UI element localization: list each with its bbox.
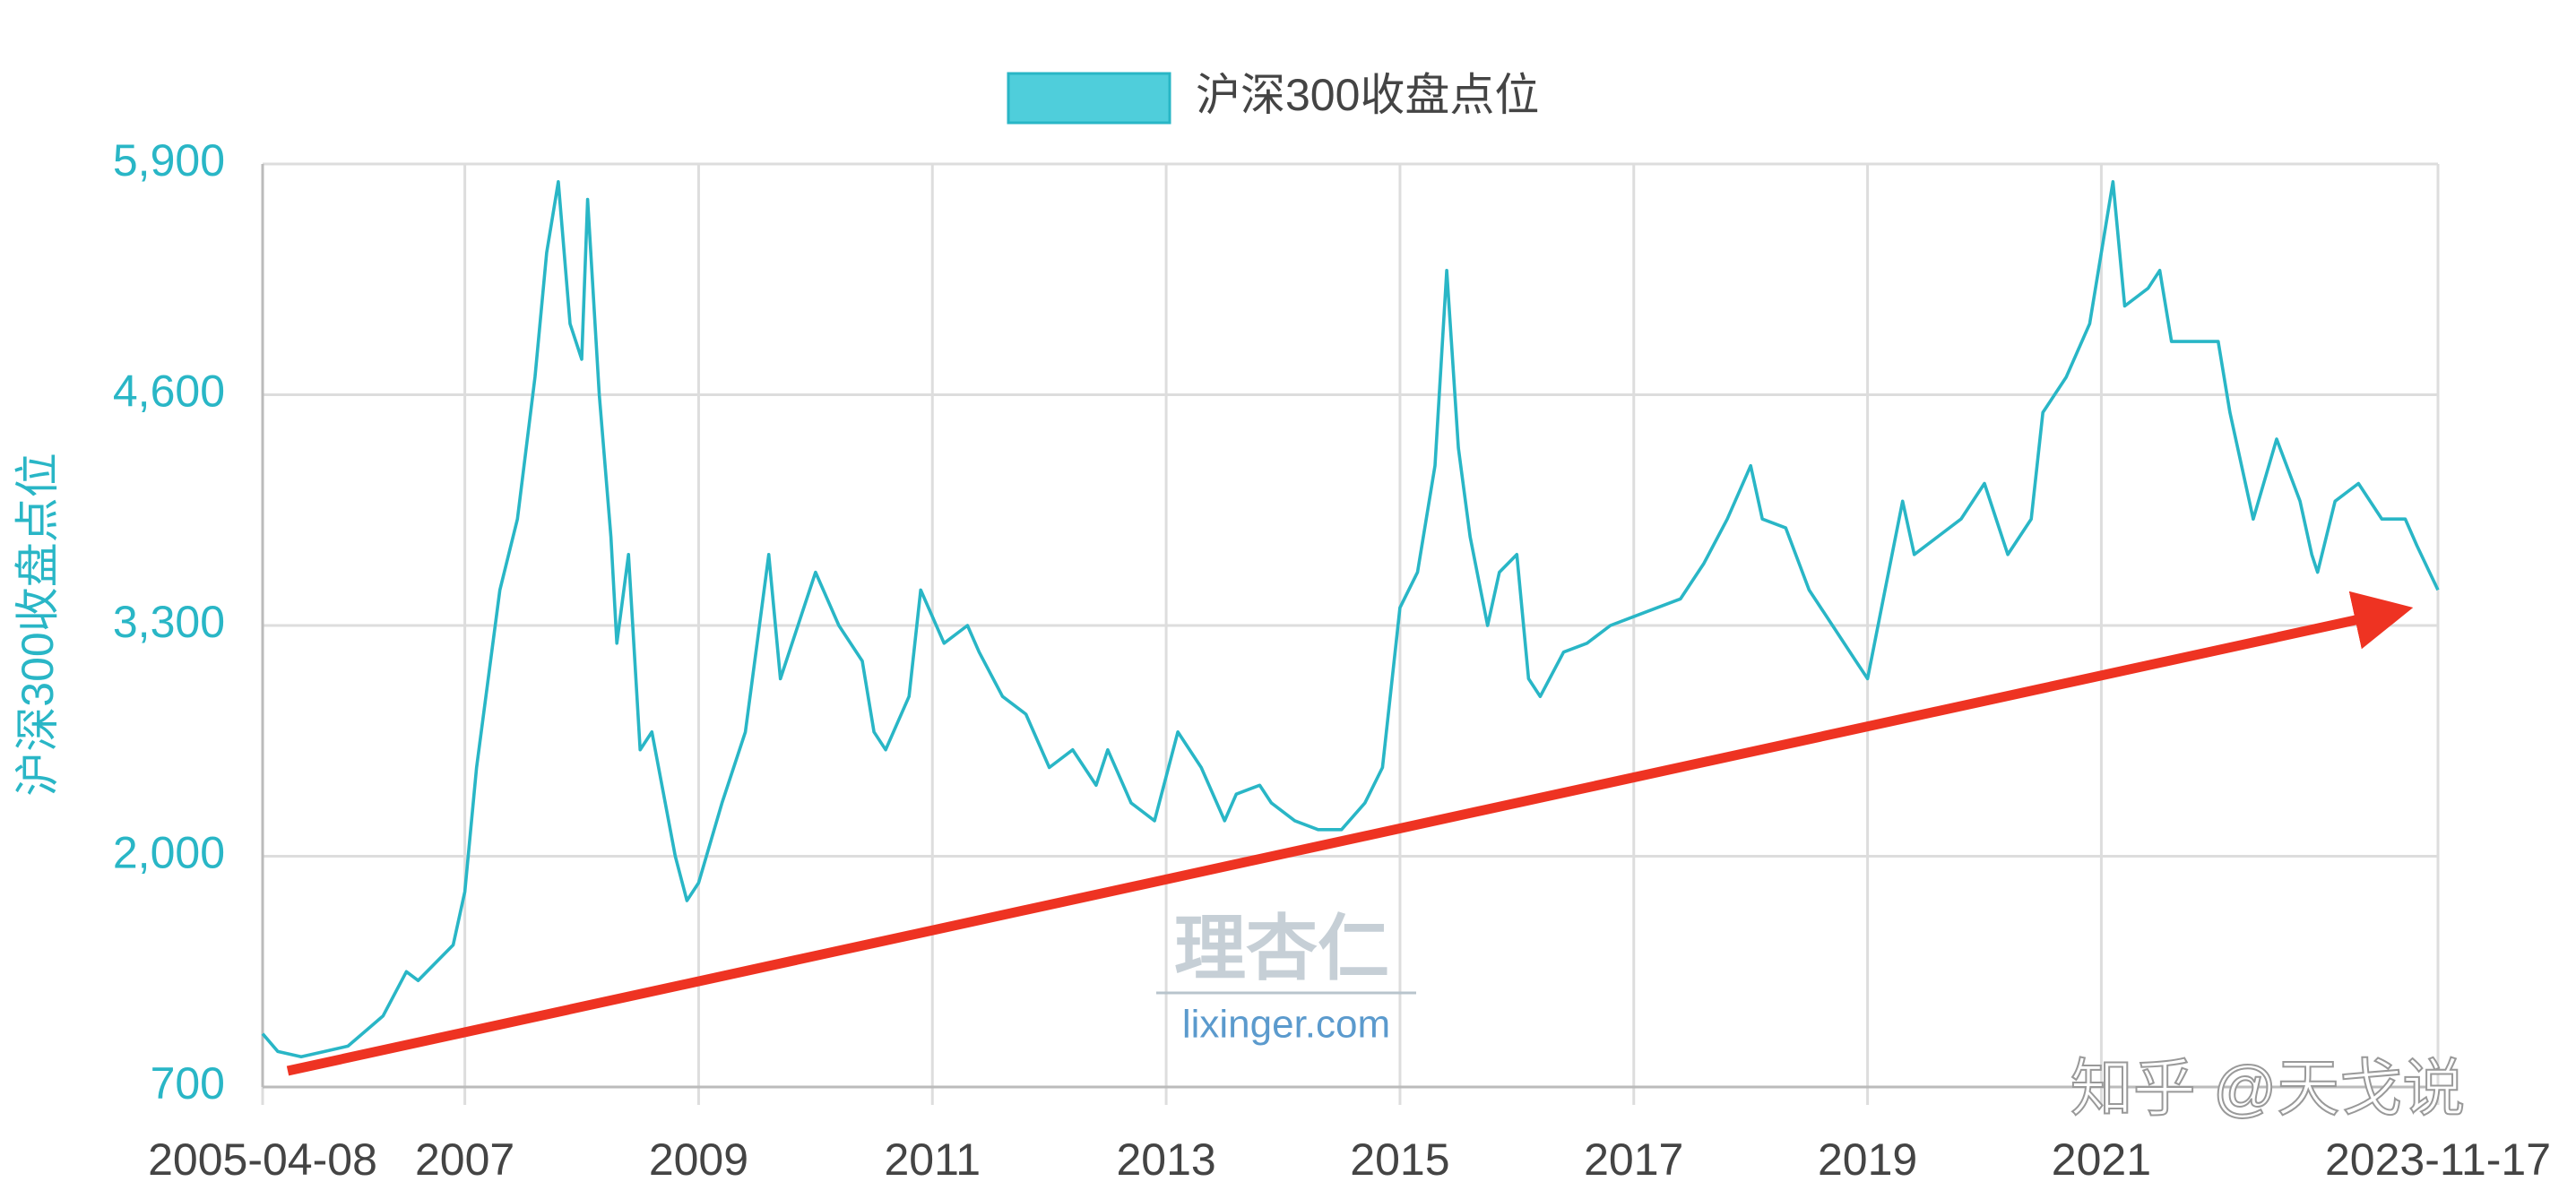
legend-swatch <box>1007 72 1171 125</box>
x-tick-label: 2015 <box>1350 1134 1449 1185</box>
plot <box>261 180 2440 1059</box>
y-tick-label: 4,600 <box>113 367 225 417</box>
x-tick-label: 2009 <box>649 1134 748 1185</box>
y-tick-label: 2,000 <box>113 828 225 878</box>
x-tick-label: 2021 <box>2052 1134 2151 1185</box>
y-axis-title: 沪深300收盘点位 <box>13 453 63 796</box>
x-tick-label: 2011 <box>885 1134 981 1185</box>
data-line <box>261 180 2440 1059</box>
y-tick-label: 3,300 <box>113 597 225 647</box>
x-tick-label: 2023-11-17 <box>2325 1134 2551 1185</box>
x-tick-label: 2017 <box>1584 1134 1683 1185</box>
grid: 700 2,000 3,300 4,600 5,900 2005-04-08 2007 200… <box>113 135 2551 1185</box>
trend-arrow <box>286 591 2414 1076</box>
x-tick-label: 2007 <box>415 1134 514 1185</box>
y-tick-label: 700 <box>151 1058 225 1108</box>
x-tick-label: 2013 <box>1116 1134 1215 1185</box>
watermark-zhihu: 知乎 @天戈说 <box>2070 1053 2466 1123</box>
watermark: 理杏仁 <box>1174 909 1389 988</box>
watermark-url: lixinger.com <box>1182 1003 1390 1047</box>
y-tick-label: 5,900 <box>113 135 225 185</box>
x-tick-label: 2019 <box>1818 1134 1917 1185</box>
x-tick-label: 2005-04-08 <box>148 1134 377 1185</box>
legend-label: 沪深300收盘点位 <box>1196 70 1539 120</box>
